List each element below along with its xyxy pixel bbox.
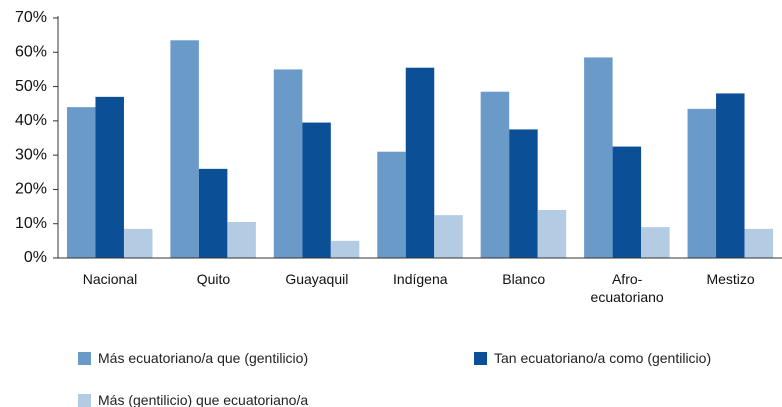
x-tick-label: Indígena (393, 271, 448, 287)
y-tick-label: 70% (15, 9, 47, 26)
bar (584, 57, 613, 258)
y-tick-label: 60% (15, 44, 47, 61)
legend-label: Tan ecuatoriano/a como (gentilicio) (494, 350, 712, 366)
legend-swatch (474, 352, 487, 365)
legend-swatch (78, 394, 91, 407)
x-tick-label: Mestizo (706, 271, 755, 287)
x-tick-label: Nacional (82, 271, 138, 287)
bar (66, 107, 96, 259)
y-tick-label: 50% (15, 78, 47, 95)
bar (170, 40, 199, 259)
bar (716, 93, 745, 258)
bar (509, 129, 538, 258)
x-tick-label: Guayaquil (285, 271, 349, 287)
legend-swatch (78, 352, 91, 365)
x-tick-label: Blanco (502, 271, 546, 287)
bar (123, 228, 153, 258)
legend-label: Más ecuatoriano/a que (gentilicio) (98, 350, 309, 366)
bar (434, 215, 463, 258)
bar (273, 69, 303, 258)
y-tick-label: 20% (15, 181, 47, 198)
bar (687, 108, 717, 258)
y-tick-label: 40% (15, 112, 47, 129)
bar (302, 122, 331, 258)
bar (330, 240, 360, 258)
bar (641, 227, 670, 258)
legend-label: Más (gentilicio) que ecuatoriano/a (98, 392, 309, 407)
bar (227, 222, 256, 258)
x-tick-label: Quito (196, 271, 231, 287)
bar (480, 91, 510, 258)
y-tick-label: 0% (24, 249, 47, 266)
bar (612, 146, 642, 258)
bar (537, 210, 567, 258)
y-tick-label: 10% (15, 215, 47, 232)
bar (377, 151, 406, 258)
x-tick-label: Afro- ecuatoriano (590, 271, 664, 305)
bar (744, 228, 774, 258)
bar (198, 168, 228, 258)
bar (95, 96, 124, 258)
y-tick-label: 30% (15, 146, 47, 163)
bar (405, 67, 435, 258)
